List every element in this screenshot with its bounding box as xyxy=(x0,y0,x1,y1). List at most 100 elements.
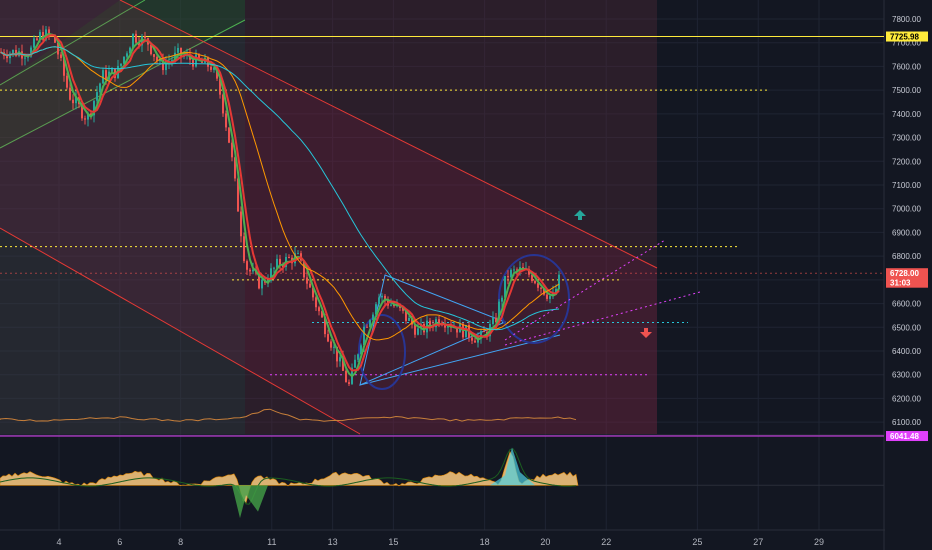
candle-body xyxy=(297,253,299,255)
candle-body xyxy=(465,325,467,338)
red-channel-bottom xyxy=(0,227,361,435)
candle-body xyxy=(438,319,440,325)
candle-body xyxy=(543,288,545,295)
time-axis[interactable]: 4 6 8 11 13 15 18 20 22 25 27 29 xyxy=(56,537,824,547)
candle-body xyxy=(132,33,134,48)
candle-body xyxy=(213,67,215,70)
candle-body xyxy=(417,328,419,335)
candle-body xyxy=(195,54,197,67)
candle-body xyxy=(444,324,446,328)
candle-body xyxy=(180,47,182,57)
candle-body xyxy=(228,127,230,143)
candle-body xyxy=(333,346,335,348)
time-tick-label: 15 xyxy=(388,537,398,547)
projection-mid xyxy=(504,291,701,346)
candle-body xyxy=(210,66,212,70)
candle-body xyxy=(348,382,350,384)
candle-body xyxy=(330,341,332,348)
candle-body xyxy=(39,32,41,40)
markers xyxy=(574,210,652,338)
candle-body xyxy=(429,320,431,326)
candle-body xyxy=(531,274,533,282)
candle-body xyxy=(303,260,305,278)
candle-body xyxy=(492,317,494,325)
candle-body xyxy=(123,56,125,64)
candle-body xyxy=(93,100,95,116)
time-tick-label: 8 xyxy=(178,537,183,547)
candle-body xyxy=(69,87,71,100)
candle-body xyxy=(171,60,173,62)
candle-body xyxy=(141,36,143,46)
candle-body xyxy=(57,42,59,55)
candle-body xyxy=(504,276,506,298)
candle-body xyxy=(219,78,221,95)
price-badge-label: 31:03 xyxy=(890,279,911,288)
time-tick-label: 13 xyxy=(328,537,338,547)
candle-body xyxy=(48,29,50,35)
candle-body xyxy=(315,297,317,308)
candle-body xyxy=(507,276,509,278)
candle-body xyxy=(327,334,329,342)
candle-body xyxy=(381,295,383,298)
ma-long xyxy=(0,46,560,331)
candle-body xyxy=(498,301,500,323)
time-tick-label: 27 xyxy=(753,537,763,547)
candle-body xyxy=(546,294,548,299)
candle-body xyxy=(222,94,224,114)
green-channel-top xyxy=(0,0,146,86)
green-channel-bottom xyxy=(0,19,246,149)
osc-area xyxy=(0,450,579,504)
price-badge-label: 6041.48 xyxy=(890,432,919,441)
candle-body xyxy=(402,307,404,311)
candle-body xyxy=(471,337,473,341)
candle-body xyxy=(234,157,236,179)
candle-body xyxy=(354,359,356,368)
time-tick-label: 22 xyxy=(601,537,611,547)
candle-body xyxy=(447,325,449,328)
candle-body xyxy=(495,317,497,323)
triangle-support xyxy=(359,334,561,386)
price-badge xyxy=(886,277,928,288)
arrow-up-marker xyxy=(574,210,586,220)
candle-body xyxy=(156,56,158,61)
price-tick-label: 7700.00 xyxy=(892,39,921,48)
candle-body xyxy=(6,55,8,59)
price-tick-label: 6300.00 xyxy=(892,371,921,380)
projection-zone xyxy=(245,0,657,434)
candle-body xyxy=(282,265,284,267)
price-tick-label: 6800.00 xyxy=(892,252,921,261)
price-tick-label: 6500.00 xyxy=(892,323,921,332)
candle-body xyxy=(249,269,251,272)
red-channel-top xyxy=(119,0,658,269)
candle-body xyxy=(549,296,551,299)
candle-body xyxy=(102,70,104,84)
candle-body xyxy=(474,340,476,343)
candle-body xyxy=(105,70,107,80)
candle-body xyxy=(66,75,68,88)
candle-body xyxy=(129,47,131,54)
candle-body xyxy=(306,277,308,284)
volume-line xyxy=(0,408,577,422)
candle-body xyxy=(390,304,392,306)
candle-body xyxy=(558,274,560,289)
candle-body xyxy=(54,35,56,43)
candle-body xyxy=(516,269,518,271)
time-tick-label: 20 xyxy=(540,537,550,547)
candle-body xyxy=(84,118,86,120)
price-badge xyxy=(886,268,928,279)
candle-body xyxy=(261,279,263,289)
price-tick-label: 7100.00 xyxy=(892,181,921,190)
price-tick-label: 7800.00 xyxy=(892,15,921,24)
candle-body xyxy=(15,49,17,56)
candle-body xyxy=(405,310,407,321)
candle-body xyxy=(24,57,26,59)
projection-up xyxy=(504,239,666,341)
candle-body xyxy=(138,42,140,46)
candle-body xyxy=(363,326,365,346)
candle-body xyxy=(384,295,386,301)
price-tick-label: 7300.00 xyxy=(892,134,921,143)
candle-body xyxy=(150,44,152,55)
candle-body xyxy=(288,257,290,259)
